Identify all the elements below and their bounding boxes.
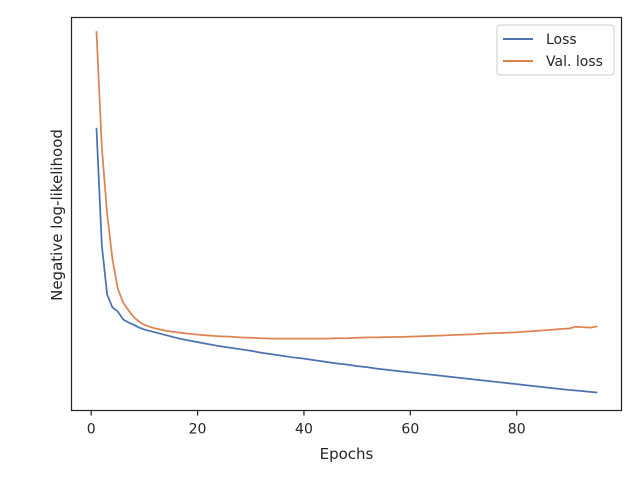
x-tick-label: 80: [508, 422, 526, 438]
legend-box: [496, 24, 615, 76]
x-tick-label: 0: [87, 422, 96, 438]
x-tick-label: 60: [401, 422, 419, 438]
x-ticks: 0 20 40 60 80: [87, 410, 526, 438]
legend-label-loss: Loss: [546, 32, 577, 48]
legend: Loss Val. loss: [496, 24, 615, 76]
x-tick-label: 40: [295, 422, 313, 438]
plot-frame: [70, 16, 623, 412]
series-line-loss: [95, 127, 598, 394]
y-axis-label: Negative log-likelihood: [48, 129, 66, 301]
series-line-val-loss: [95, 31, 598, 340]
x-axis-label: Epochs: [320, 445, 374, 463]
plot-background: [71, 17, 622, 411]
legend-label-val-loss: Val. loss: [546, 54, 603, 70]
x-tick-label: 20: [189, 422, 207, 438]
series-layer: [95, 31, 598, 394]
